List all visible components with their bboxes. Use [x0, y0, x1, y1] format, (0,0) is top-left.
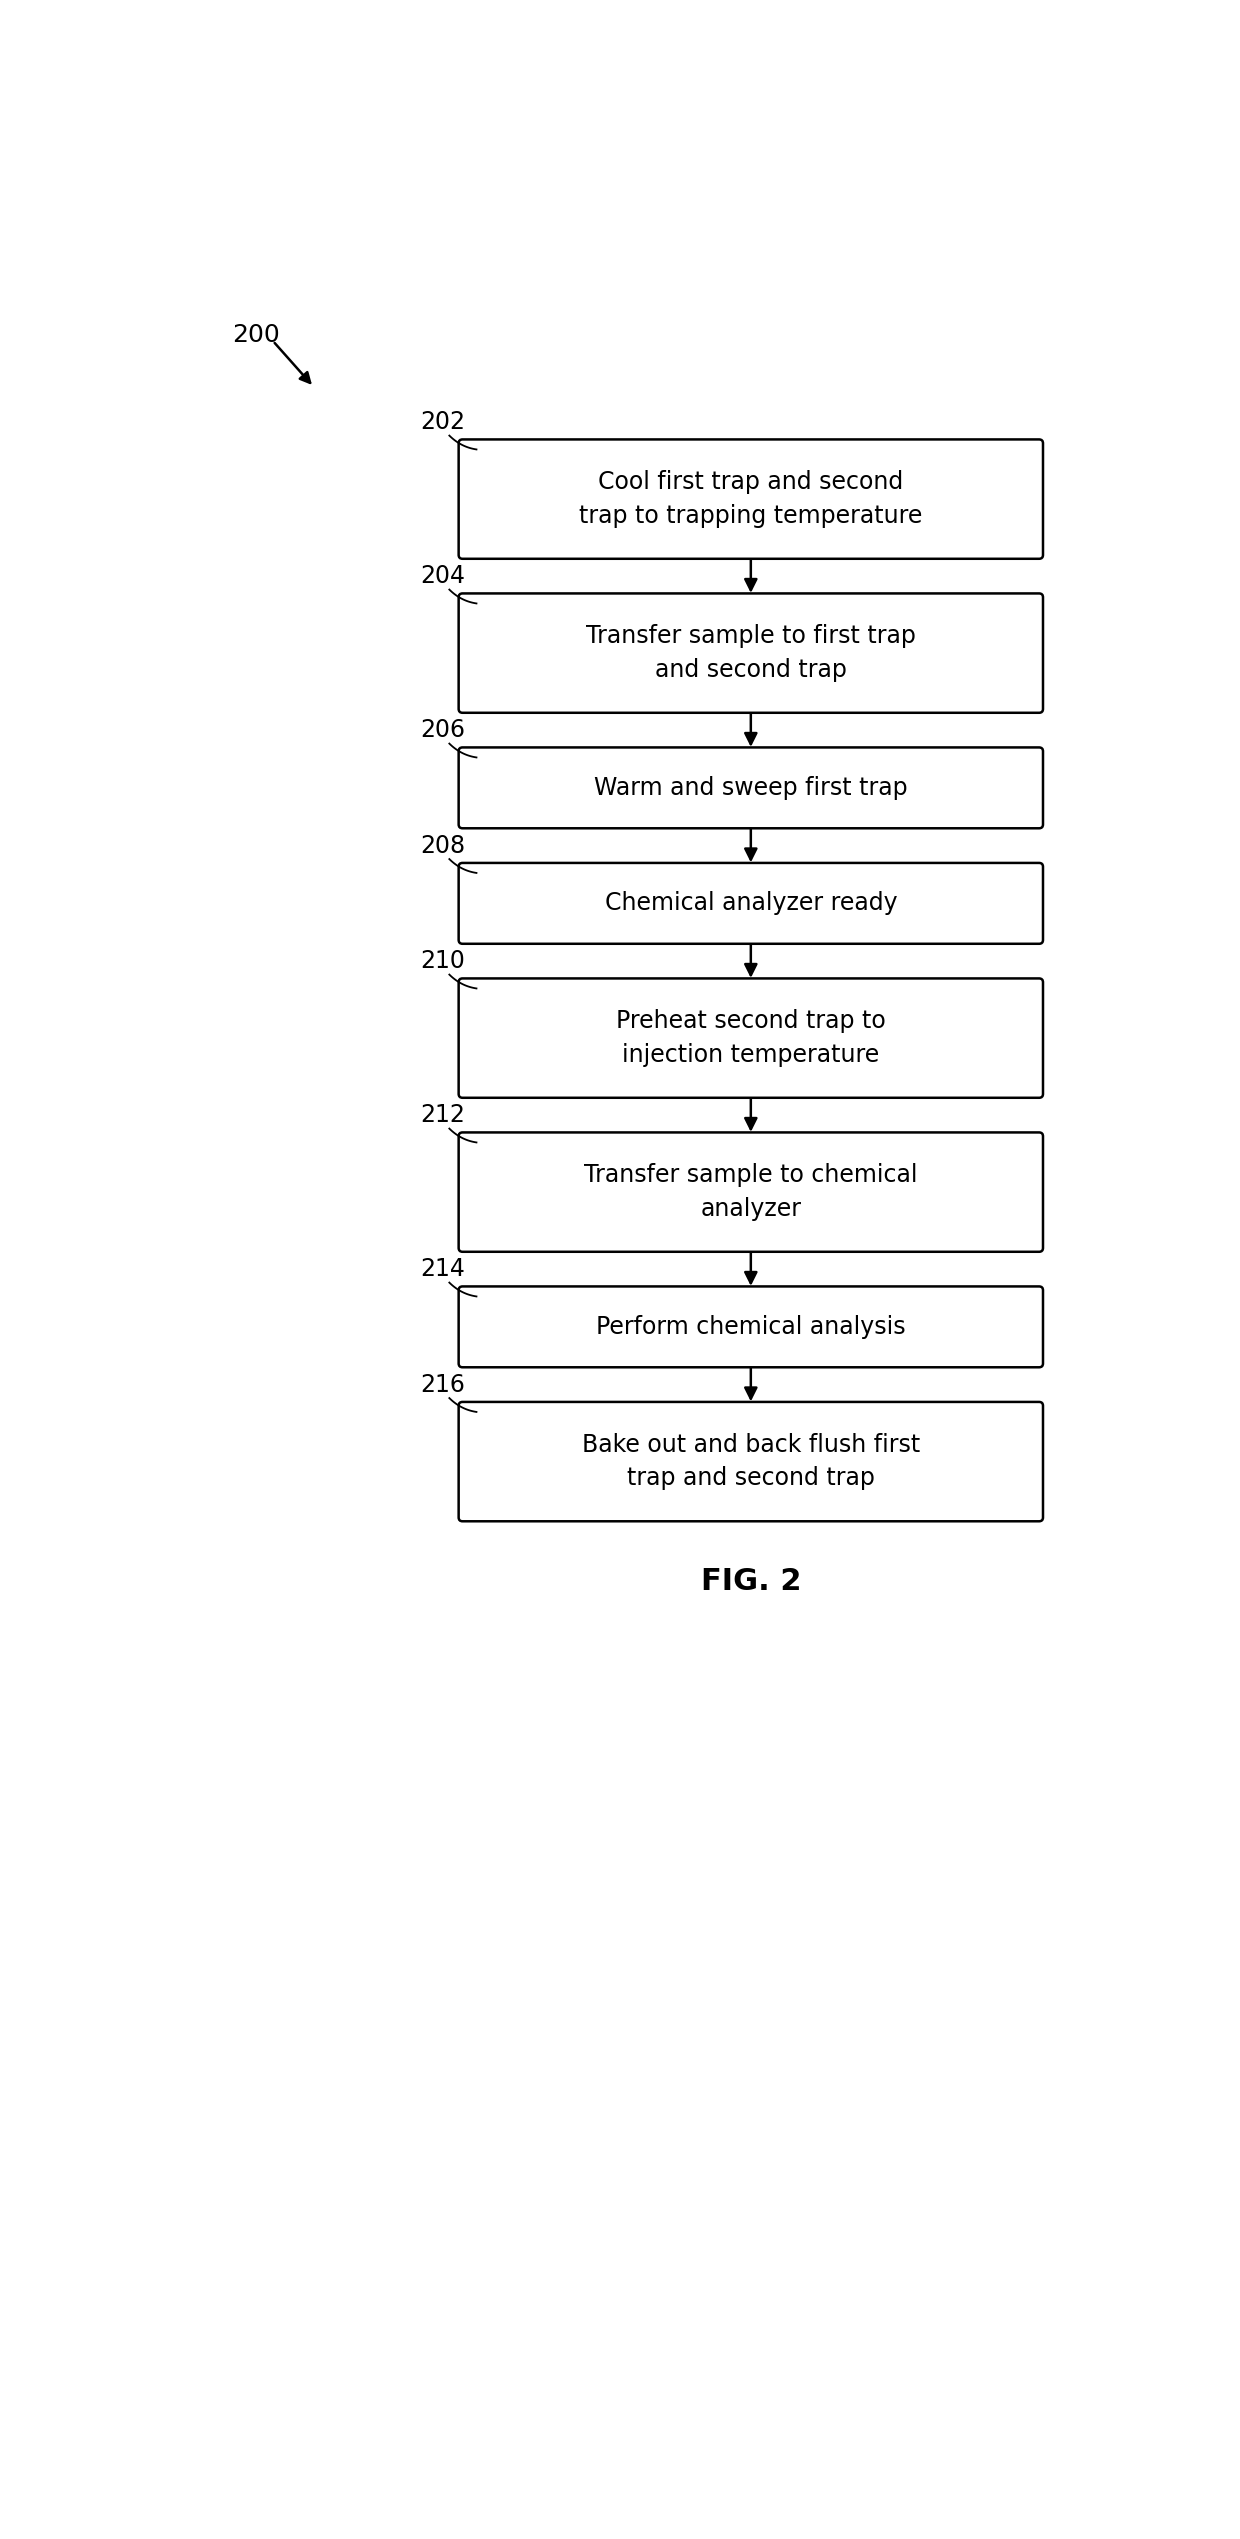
Text: 206: 206 — [420, 719, 465, 741]
Text: 204: 204 — [420, 564, 465, 589]
FancyBboxPatch shape — [459, 1132, 1043, 1252]
FancyBboxPatch shape — [459, 1402, 1043, 1521]
Text: 214: 214 — [420, 1257, 465, 1282]
Text: 216: 216 — [420, 1374, 465, 1396]
FancyBboxPatch shape — [459, 1287, 1043, 1369]
Text: FIG. 2: FIG. 2 — [701, 1567, 801, 1597]
Text: 200: 200 — [233, 322, 280, 348]
Text: Transfer sample to first trap
and second trap: Transfer sample to first trap and second… — [585, 625, 916, 683]
Text: 212: 212 — [420, 1102, 465, 1127]
Text: Cool first trap and second
trap to trapping temperature: Cool first trap and second trap to trapp… — [579, 470, 923, 528]
FancyBboxPatch shape — [459, 746, 1043, 828]
Text: Transfer sample to chemical
analyzer: Transfer sample to chemical analyzer — [584, 1163, 918, 1221]
Text: Chemical analyzer ready: Chemical analyzer ready — [605, 891, 897, 917]
FancyBboxPatch shape — [459, 439, 1043, 559]
Text: 202: 202 — [420, 409, 465, 434]
Text: Warm and sweep first trap: Warm and sweep first trap — [594, 777, 908, 800]
Text: 208: 208 — [420, 833, 465, 858]
FancyBboxPatch shape — [459, 594, 1043, 713]
FancyBboxPatch shape — [459, 978, 1043, 1097]
Text: Bake out and back flush first
trap and second trap: Bake out and back flush first trap and s… — [582, 1432, 920, 1490]
Text: Preheat second trap to
injection temperature: Preheat second trap to injection tempera… — [616, 1011, 885, 1066]
Text: Perform chemical analysis: Perform chemical analysis — [596, 1315, 905, 1338]
Text: 210: 210 — [420, 950, 465, 972]
FancyBboxPatch shape — [459, 863, 1043, 945]
